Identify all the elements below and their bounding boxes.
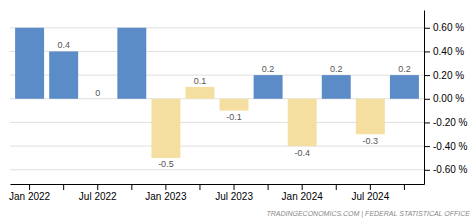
bar	[220, 99, 249, 111]
data-label: -0.3	[363, 136, 379, 146]
data-label: 0.2	[398, 64, 411, 74]
y-tick: 0.40 %	[424, 46, 464, 57]
x-tick-mark	[268, 184, 269, 190]
y-tick: -0.20 %	[424, 117, 468, 128]
y-tick-mark	[424, 170, 430, 171]
y-tick-label: 0.40 %	[433, 46, 464, 57]
x-tick-label: Jul 2024	[351, 191, 389, 202]
bar	[185, 87, 214, 99]
data-label: -0.5	[158, 159, 174, 169]
bar	[254, 75, 283, 99]
data-label: 0.2	[262, 64, 275, 74]
bar	[288, 99, 317, 146]
y-tick-label: 0.20 %	[433, 70, 464, 81]
bar	[15, 28, 44, 99]
x-tick	[131, 184, 132, 190]
x-tick-label: Jan 2023	[145, 191, 187, 202]
grid-line	[10, 169, 424, 170]
bar	[390, 75, 419, 99]
x-tick-label: Jul 2023	[215, 191, 253, 202]
x-tick-mark	[97, 184, 98, 190]
y-axis: -0.60 % -0.40 % -0.20 % 0.00 % 0.20 % 0.40 % 0…	[424, 11, 468, 185]
data-label: -0.4	[294, 148, 310, 158]
y-tick-label: -0.60 %	[433, 164, 468, 175]
data-label: 0	[95, 88, 100, 98]
data-label: 0.1	[194, 76, 207, 86]
x-tick	[268, 184, 269, 190]
bar	[322, 75, 351, 99]
x-tick-mark	[302, 184, 303, 190]
y-tick-label: 0.00 %	[433, 93, 464, 104]
y-tick-mark	[424, 51, 430, 52]
y-tick-label: -0.20 %	[433, 117, 468, 128]
x-axis: Jan 2022 Jul 2022 Jan 2023 Jul 2023 Jan 2024…	[9, 184, 424, 202]
x-tick: Jul 2024	[351, 184, 389, 202]
data-label: 0.2	[330, 64, 343, 74]
bar	[117, 28, 146, 99]
grid	[10, 28, 424, 170]
x-tick: Jan 2024	[282, 184, 324, 202]
y-tick: 0.60 %	[424, 22, 464, 33]
x-tick	[63, 184, 64, 190]
x-tick: Jan 2023	[145, 184, 187, 202]
data-label: 0.4	[57, 40, 70, 50]
data-label: -0.1	[226, 112, 242, 122]
bar	[151, 99, 180, 158]
y-tick-mark	[424, 146, 430, 147]
y-tick: -0.60 %	[424, 164, 468, 175]
annotation: TRADINGECONOMICS.COM | FEDERAL STATISTIC…	[266, 210, 470, 218]
x-tick-label: Jan 2022	[9, 191, 51, 202]
y-tick-mark	[424, 122, 430, 123]
y-tick: 0.00 %	[424, 93, 464, 104]
x-tick-label: Jan 2024	[282, 191, 324, 202]
y-tick-mark	[424, 28, 430, 29]
x-tick	[404, 184, 405, 190]
chart: 0.4 0 -0.5 0.1 -0.1 0.2 -0.4 0.2 -0.3 0.2 Jan 2022…	[0, 0, 474, 220]
x-tick-mark	[234, 184, 235, 190]
y-tick: -0.40 %	[424, 141, 468, 152]
x-axis-line	[11, 184, 425, 185]
x-tick: Jul 2023	[215, 184, 253, 202]
x-tick-mark	[370, 184, 371, 190]
y-tick-mark	[424, 99, 430, 100]
bar	[356, 99, 385, 135]
y-tick: 0.20 %	[424, 70, 464, 81]
y-tick-label: -0.40 %	[433, 141, 468, 152]
x-tick-mark	[336, 184, 337, 190]
x-tick: Jul 2022	[79, 184, 117, 202]
x-tick-mark	[131, 184, 132, 190]
data-labels: 0.4 0 -0.5 0.1 -0.1 0.2 -0.4 0.2 -0.3 0.2	[57, 40, 410, 169]
grid-line	[10, 27, 424, 28]
grid-line	[10, 146, 424, 147]
x-tick-mark	[63, 184, 64, 190]
bar	[83, 98, 112, 99]
y-tick-label: 0.60 %	[433, 22, 464, 33]
x-tick-mark	[29, 184, 30, 190]
y-axis-line	[424, 11, 425, 185]
x-tick	[199, 184, 200, 190]
x-tick: Jan 2022	[9, 184, 51, 202]
bars	[15, 28, 419, 158]
x-tick-mark	[404, 184, 405, 190]
x-tick-label: Jul 2022	[79, 191, 117, 202]
x-tick-mark	[165, 184, 166, 190]
y-tick-mark	[424, 75, 430, 76]
x-tick-mark	[199, 184, 200, 190]
bar	[49, 51, 78, 98]
x-tick	[336, 184, 337, 190]
